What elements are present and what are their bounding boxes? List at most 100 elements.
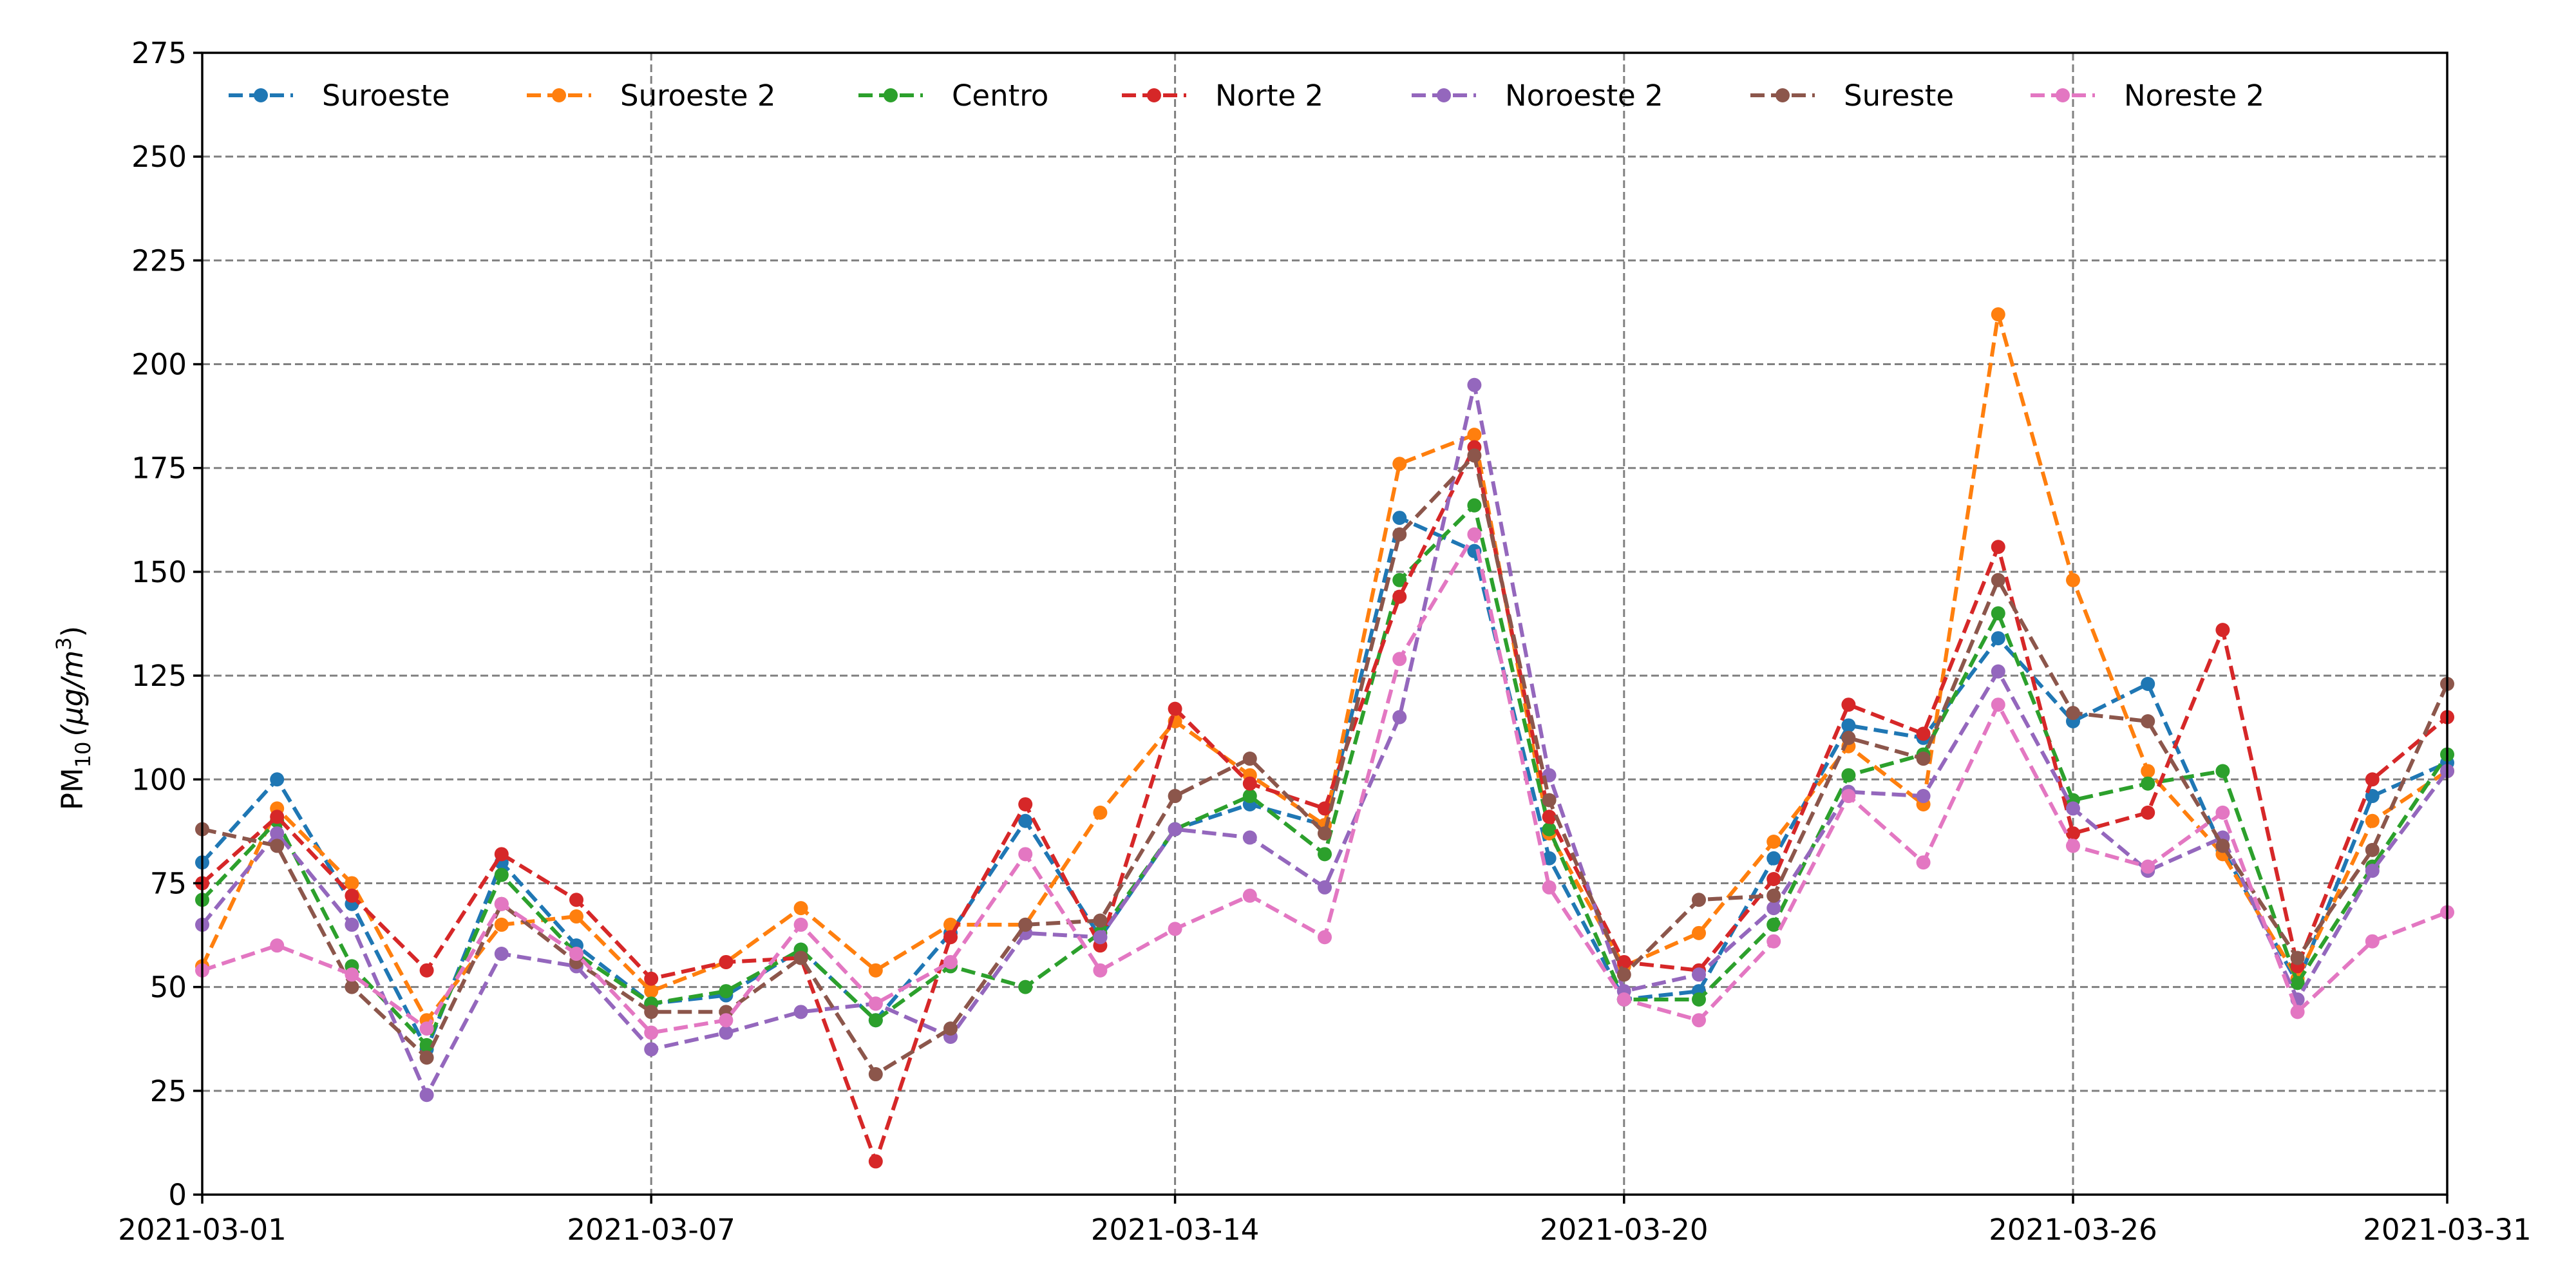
data-point	[868, 963, 883, 978]
data-point	[719, 984, 734, 999]
data-point	[1766, 917, 1781, 932]
y-tick-label: 200	[131, 348, 187, 382]
data-point	[1616, 992, 1631, 1007]
data-point	[1766, 934, 1781, 949]
data-point	[1318, 880, 1332, 895]
legend-marker	[254, 88, 268, 102]
data-point	[1168, 701, 1182, 716]
data-point	[1093, 963, 1108, 978]
data-point	[1392, 573, 1407, 587]
data-point	[1991, 664, 2005, 679]
data-point	[1692, 925, 1706, 940]
data-point	[793, 1005, 808, 1019]
data-point	[1692, 967, 1706, 982]
data-point	[644, 971, 659, 986]
data-point	[419, 1037, 434, 1052]
data-point	[1242, 830, 1257, 845]
data-point	[569, 947, 583, 961]
data-point	[1467, 428, 1482, 442]
data-point	[2365, 864, 2380, 878]
data-point	[1916, 726, 1931, 741]
legend-item: Norte 2	[1122, 79, 1323, 113]
data-series	[195, 307, 2454, 1169]
y-tick-label: 100	[131, 762, 187, 797]
data-point	[2365, 934, 2380, 949]
y-tick-label: 250	[131, 140, 187, 174]
data-point	[644, 984, 659, 999]
y-tick-label: 150	[131, 555, 187, 589]
data-point	[1616, 954, 1631, 969]
data-point	[1991, 540, 2005, 554]
data-point	[2066, 826, 2080, 841]
legend-item: Suroeste	[229, 79, 450, 113]
plot-frame	[201, 52, 2448, 1196]
data-point	[1242, 752, 1257, 766]
data-point	[644, 1005, 659, 1019]
data-point	[868, 1013, 883, 1028]
data-point	[1542, 822, 1557, 837]
data-point	[644, 1042, 659, 1057]
legend-item: Noroeste 2	[1412, 79, 1663, 113]
data-point	[1766, 872, 1781, 887]
data-point	[2365, 772, 2380, 787]
data-point	[1467, 448, 1482, 463]
data-point	[1392, 652, 1407, 667]
x-tick-label: 2021-03-20	[1540, 1213, 1709, 1247]
data-point	[1766, 834, 1781, 849]
data-point	[1168, 922, 1182, 936]
data-point	[2066, 801, 2080, 816]
data-point	[345, 876, 359, 891]
data-point	[270, 810, 285, 824]
data-point	[1018, 980, 1033, 994]
data-point	[2141, 776, 2155, 791]
legend-marker	[552, 88, 566, 102]
data-point	[494, 847, 509, 862]
data-point	[419, 1088, 434, 1103]
data-point	[345, 888, 359, 903]
data-point	[2215, 805, 2230, 820]
axes: 0 25 50 75 100 125 150 175 200 225 250 275 2021-03-0…	[118, 36, 2532, 1247]
data-point	[719, 1013, 734, 1028]
data-point	[1168, 789, 1182, 804]
legend-marker	[1776, 88, 1790, 102]
data-point	[569, 909, 583, 924]
data-point	[793, 917, 808, 932]
legend-marker	[1437, 88, 1451, 102]
data-point	[868, 1154, 883, 1169]
data-point	[2141, 859, 2155, 874]
data-point	[1991, 631, 2005, 646]
data-point	[868, 996, 883, 1011]
data-point	[1093, 930, 1108, 945]
data-point	[719, 954, 734, 969]
legend: Suroeste Suroeste 2 Centro Norte 2 Noroeste …	[229, 79, 2264, 113]
data-point	[2141, 714, 2155, 729]
data-point	[1242, 888, 1257, 903]
y-tick-label: 175	[131, 451, 187, 486]
data-point	[1616, 967, 1631, 982]
data-point	[494, 867, 509, 882]
data-point	[1542, 810, 1557, 824]
data-point	[793, 951, 808, 965]
data-point	[1018, 847, 1033, 862]
data-point	[2365, 813, 2380, 828]
legend-marker	[2056, 88, 2070, 102]
legend-item: Centro	[858, 79, 1048, 113]
data-point	[1841, 768, 1856, 782]
x-tick-label: 2021-03-14	[1091, 1213, 1260, 1247]
data-point	[1692, 992, 1706, 1007]
legend-item: Sureste	[1750, 79, 1954, 113]
data-point	[1392, 710, 1407, 724]
data-point	[1093, 805, 1108, 820]
data-point	[270, 938, 285, 953]
data-point	[2066, 573, 2080, 587]
data-point	[1692, 893, 1706, 907]
data-point	[1392, 457, 1407, 471]
x-tick-label: 2021-03-26	[1989, 1213, 2157, 1247]
data-point	[2290, 1005, 2305, 1019]
data-point	[2215, 764, 2230, 779]
data-point	[1841, 697, 1856, 712]
y-tick-label: 0	[168, 1178, 187, 1212]
data-point	[1018, 797, 1033, 811]
data-point	[1168, 822, 1182, 837]
legend-label: Centro	[952, 79, 1048, 113]
